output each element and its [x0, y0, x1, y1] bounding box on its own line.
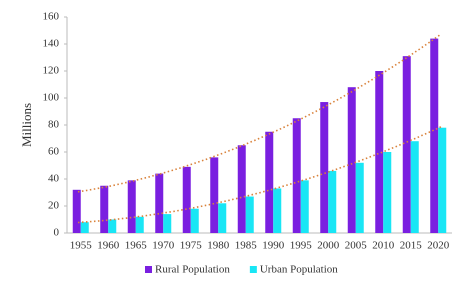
y-tick-label: 80: [48, 119, 60, 131]
bar: [237, 145, 246, 233]
bar: [218, 203, 227, 233]
y-tick-label: 100: [43, 92, 60, 104]
y-tick-label: 140: [43, 38, 60, 50]
x-tick-label: 1990: [262, 240, 285, 252]
bar: [265, 131, 274, 233]
bar: [190, 208, 199, 233]
bar: [245, 196, 254, 233]
bar: [182, 166, 191, 233]
x-tick-label: 1965: [125, 240, 148, 252]
x-tick-label: 1970: [152, 240, 175, 252]
y-tick-label: 40: [48, 173, 60, 185]
x-tick-label: 1995: [290, 240, 313, 252]
bar: [355, 162, 364, 233]
bar: [410, 141, 419, 233]
x-tick-label: 2000: [317, 240, 340, 252]
legend-label: Urban Population: [260, 264, 338, 276]
bar: [163, 214, 172, 233]
bar: [100, 185, 109, 233]
bar: [108, 219, 117, 233]
bar: [292, 118, 301, 233]
y-tick-label: 120: [43, 65, 60, 77]
x-tick-label: 2020: [427, 240, 450, 252]
bar: [127, 180, 136, 233]
bar: [375, 71, 384, 233]
x-tick-label: 2015: [400, 240, 423, 252]
bar: [155, 173, 164, 233]
x-tick-label: 1985: [235, 240, 258, 252]
x-tick-label: 1955: [70, 240, 93, 252]
x-tick-label: 1980: [207, 240, 230, 252]
bar: [438, 127, 447, 233]
bar: [72, 189, 81, 233]
bar: [210, 157, 219, 233]
bar: [347, 87, 356, 233]
legend-swatch: [145, 266, 152, 273]
x-tick-label: 1960: [97, 240, 120, 252]
trendline: [77, 126, 442, 224]
bar: [300, 180, 309, 233]
y-tick-label: 160: [43, 11, 60, 23]
y-tick-label: 60: [48, 146, 60, 158]
bar: [383, 152, 392, 233]
bar: [320, 102, 329, 233]
bar: [430, 38, 439, 233]
bar: [80, 222, 89, 233]
y-axis-label: Millions: [19, 103, 34, 147]
legend-label: Rural Population: [155, 264, 230, 276]
bar: [328, 170, 337, 233]
y-tick-label: 20: [48, 200, 60, 212]
y-tick-label: 0: [54, 227, 60, 239]
bar: [135, 216, 144, 233]
x-tick-label: 2005: [345, 240, 368, 252]
x-tick-label: 2010: [372, 240, 395, 252]
bar: [273, 188, 282, 233]
x-tick-label: 1975: [180, 240, 203, 252]
bar: [402, 56, 411, 234]
legend-swatch: [249, 266, 257, 273]
